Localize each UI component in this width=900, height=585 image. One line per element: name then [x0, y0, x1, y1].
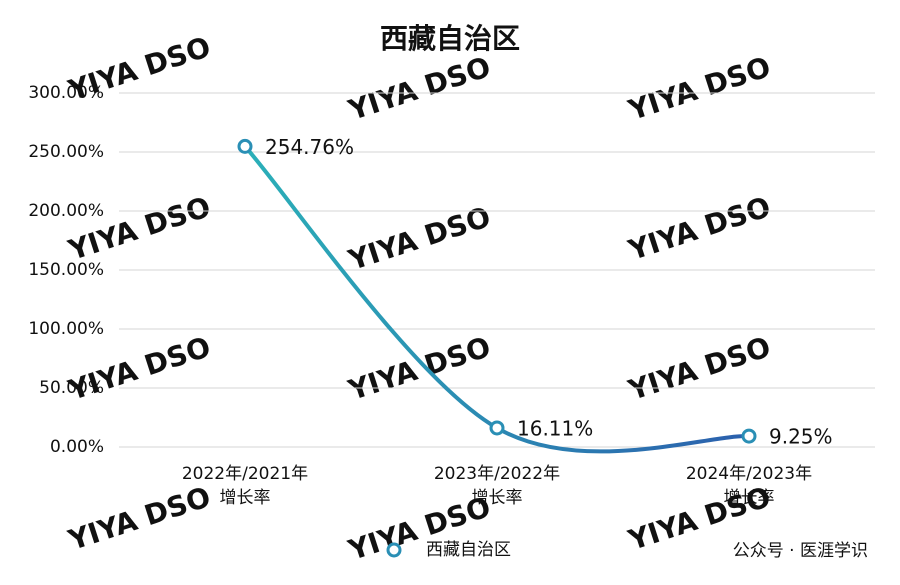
- data-label: 9.25%: [769, 425, 833, 449]
- y-tick-label: 250.00%: [28, 142, 104, 162]
- legend-label: 西藏自治区: [426, 540, 511, 560]
- y-tick-label: 100.00%: [28, 319, 104, 339]
- y-tick-label: 300.00%: [28, 83, 104, 103]
- y-tick-label: 0.00%: [50, 437, 104, 457]
- point-marker: [741, 428, 757, 444]
- x-tick-label: 增长率: [724, 488, 775, 508]
- x-tick-label: 增长率: [472, 488, 523, 508]
- y-tick-label: 150.00%: [28, 260, 104, 280]
- x-tick-label: 2024年/2023年: [686, 464, 812, 484]
- y-tick-label: 50.00%: [39, 378, 104, 398]
- x-tick-label: 2022年/2021年: [182, 464, 308, 484]
- x-tick-label: 2023年/2022年: [434, 464, 560, 484]
- legend-marker: [386, 542, 402, 558]
- x-tick-label: 增长率: [220, 488, 271, 508]
- point-marker: [489, 420, 505, 436]
- chart-title: 西藏自治区: [380, 22, 520, 55]
- data-label: 254.76%: [265, 135, 354, 159]
- y-tick-label: 200.00%: [28, 201, 104, 221]
- series-line: [243, 145, 750, 454]
- data-label: 16.11%: [517, 416, 593, 440]
- point-marker: [237, 138, 253, 154]
- footer: 公众号 · 医涯学识: [733, 541, 868, 561]
